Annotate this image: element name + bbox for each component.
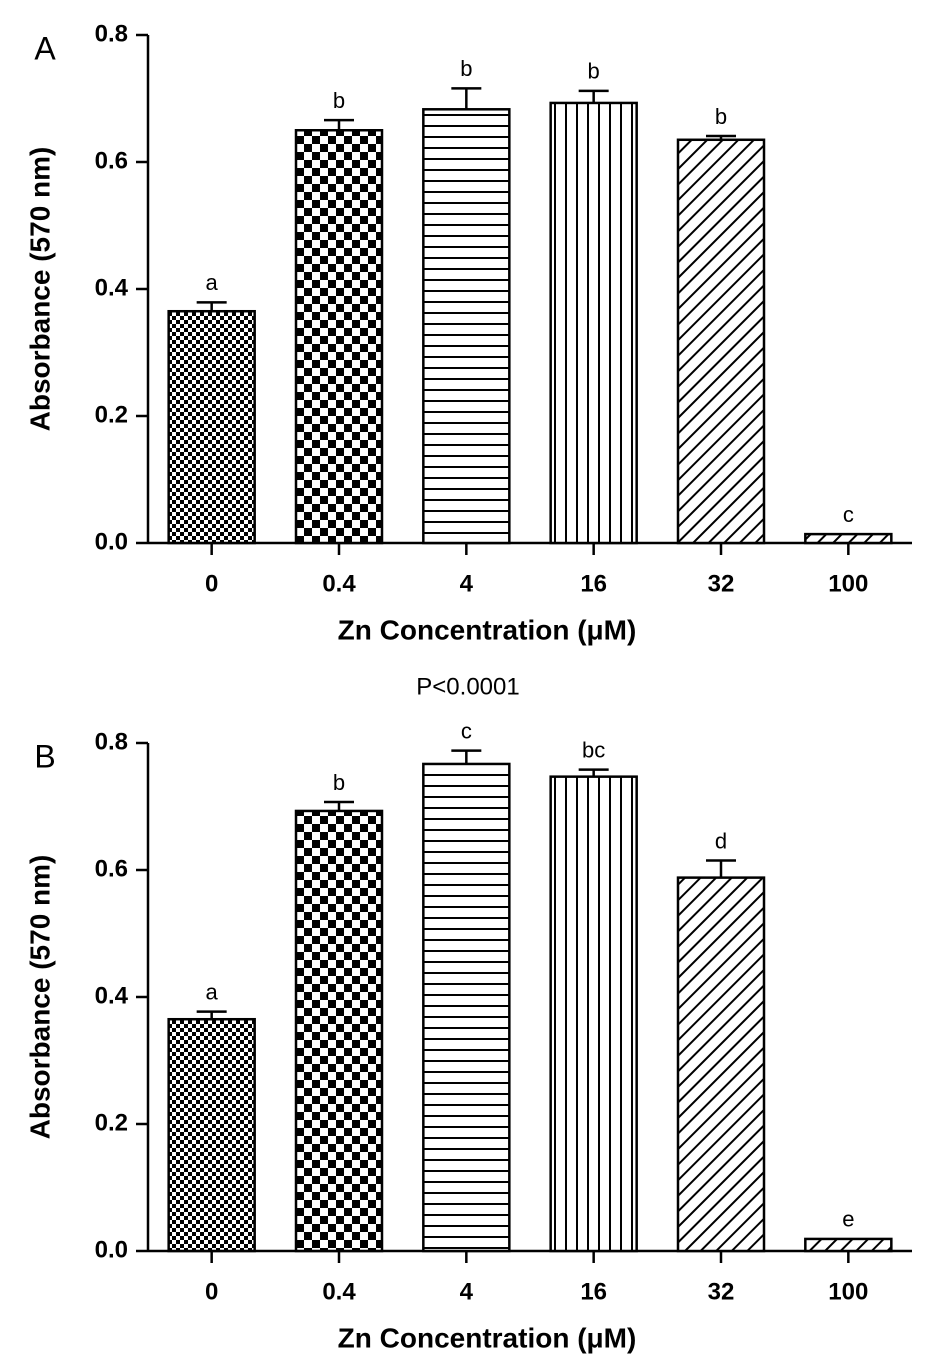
significance-letter: b [715,104,727,129]
y-tick-label: 0.2 [95,401,128,428]
y-tick-label: 0.0 [95,528,128,555]
x-axis-title: Zn Concentration (μM) [338,614,637,645]
x-tick-label: 16 [580,570,607,597]
x-tick-label: 100 [828,1278,868,1305]
panel-label: B [34,738,55,774]
significance-letter: c [461,718,472,743]
x-tick-label: 0.4 [322,570,356,597]
significance-letter: a [206,979,219,1004]
x-tick-label: 32 [708,1278,735,1305]
x-tick-label: 4 [460,570,474,597]
bar [167,1017,256,1253]
significance-letter: d [715,828,727,853]
significance-letter: bc [582,737,605,762]
bar [804,1237,893,1253]
significance-letter: a [206,270,219,295]
y-tick-label: 0.6 [95,855,128,882]
y-tick-label: 0.4 [95,982,129,1009]
y-tick-label: 0.4 [95,274,129,301]
bar [676,138,766,545]
significance-letter: b [588,59,600,84]
bar [549,775,638,1253]
panel: B P<0.0001 Absorbance (570 nm) Zn Concentra… [24,673,912,1353]
y-tick-label: 0.2 [95,1109,128,1136]
x-tick-label: 16 [580,1278,607,1305]
y-tick-label: 0.8 [95,728,128,755]
x-axis-title: Zn Concentration (μM) [338,1322,637,1353]
significance-letter: b [333,770,345,795]
x-tick-label: 0.4 [322,1278,356,1305]
x-tick-label: 32 [708,570,735,597]
panel-label: A [34,30,56,66]
bar [422,108,511,545]
bar [676,876,766,1253]
significance-letter: b [333,88,345,113]
bar [167,309,256,545]
y-tick-label: 0.8 [95,20,128,47]
bar [294,809,384,1253]
significance-letter: c [843,502,854,527]
bar [549,101,638,545]
x-tick-label: 4 [460,1278,474,1305]
x-tick-label: 100 [828,570,868,597]
significance-letter: b [460,56,472,81]
chart-title: P<0.0001 [416,673,519,700]
y-axis-title: Absorbance (570 nm) [24,147,55,432]
x-tick-label: 0 [205,1278,218,1305]
bar [804,532,893,545]
x-tick-label: 0 [205,570,218,597]
y-tick-label: 0.0 [95,1236,128,1263]
y-tick-label: 0.6 [95,147,128,174]
bar [294,129,384,545]
y-axis-title: Absorbance (570 nm) [24,855,55,1140]
significance-letter: e [842,1207,854,1232]
bar [422,762,511,1253]
